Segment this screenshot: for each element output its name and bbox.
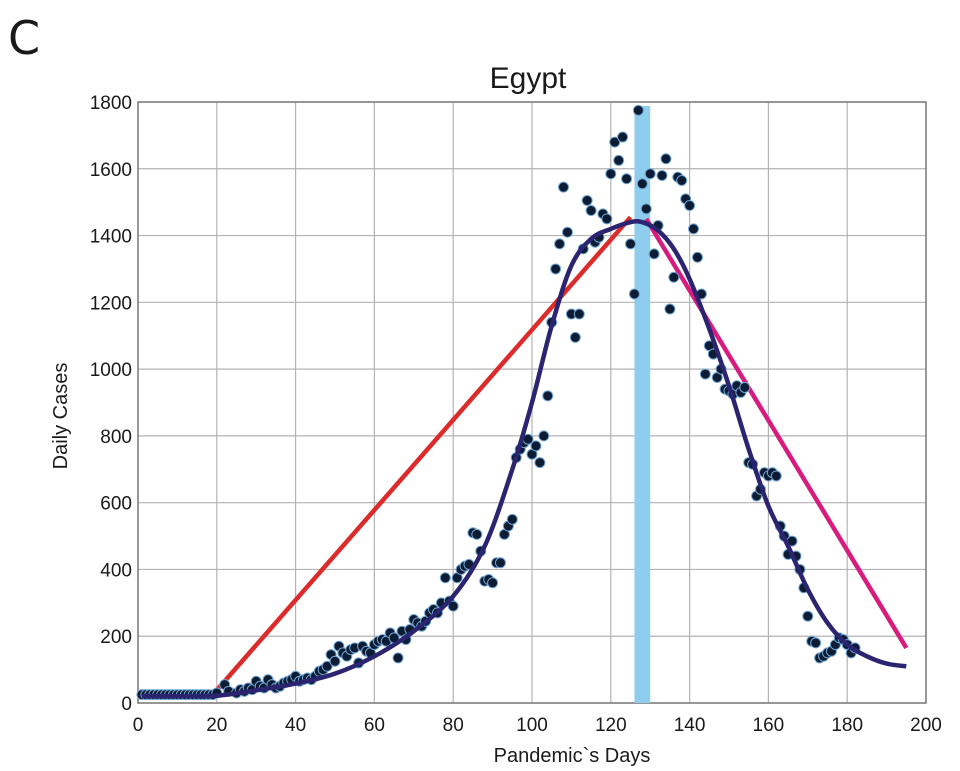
data-point-138: [688, 223, 700, 235]
x-tick-label-7: 140: [674, 715, 706, 736]
data-point-106: [561, 226, 573, 238]
data-point-120: [617, 131, 629, 143]
x-tick-label-3: 60: [364, 715, 385, 736]
data-point-98: [530, 440, 542, 452]
y-axis-label: Daily Cases: [50, 363, 72, 470]
data-point-137: [684, 200, 696, 212]
data-point-124: [632, 104, 644, 116]
y-tick-label-8: 1600: [90, 160, 132, 181]
y-tick-label-7: 1400: [90, 227, 132, 248]
data-point-127: [644, 168, 656, 180]
data-point-105: [558, 181, 570, 193]
data-point-159: [770, 470, 782, 482]
data-point-47: [329, 655, 341, 667]
data-point-125: [636, 178, 648, 190]
fit-curve-layer: [141, 219, 907, 699]
y-tick-label-4: 800: [100, 427, 132, 448]
data-point-101: [542, 390, 554, 402]
data-point-119: [613, 154, 625, 166]
data-point-141: [699, 368, 711, 380]
y-tick-label-9: 1800: [90, 93, 132, 114]
data-point-131: [660, 153, 672, 165]
data-point-122: [625, 238, 636, 250]
x-tick-label-9: 180: [831, 715, 863, 736]
peak-band-layer: [634, 106, 651, 703]
data-point-111: [581, 194, 593, 206]
data-point-130: [656, 169, 668, 181]
data-point-167: [802, 610, 814, 622]
data-point-103: [550, 263, 562, 275]
data-point-77: [447, 600, 459, 612]
data-point-112: [585, 205, 597, 217]
fit-curve: [141, 219, 907, 699]
data-point-151: [739, 381, 751, 393]
x-tick-label-10: 200: [910, 715, 942, 736]
data-point-104: [554, 238, 566, 250]
data-point-99: [534, 457, 546, 469]
data-point-132: [664, 303, 676, 315]
data-point-63: [392, 652, 404, 664]
x-tick-label-1: 20: [206, 715, 227, 736]
trend-lines: [211, 215, 909, 697]
data-point-118: [609, 136, 621, 148]
y-tick-label-2: 400: [100, 560, 132, 581]
x-tick-label-4: 80: [443, 715, 464, 736]
chart-title: Egypt: [490, 62, 567, 95]
data-point-100: [538, 430, 550, 442]
data-point-139: [691, 251, 703, 263]
data-point-126: [640, 203, 652, 215]
x-axis-label: Pandemic`s Days: [494, 745, 651, 767]
x-tick-label-0: 0: [133, 715, 144, 736]
data-point-83: [471, 528, 483, 540]
data-point-75: [439, 572, 451, 584]
data-point-135: [676, 174, 688, 186]
data-point-108: [569, 331, 581, 343]
data-point-133: [668, 271, 680, 283]
data-points: [136, 104, 861, 701]
data-point-169: [810, 637, 822, 649]
data-point-117: [605, 168, 617, 180]
data-point-121: [621, 173, 633, 185]
peak-band: [634, 106, 651, 703]
y-tick-label-6: 1200: [90, 293, 132, 314]
data-point-87: [487, 577, 499, 589]
x-tick-label-2: 40: [285, 715, 306, 736]
data-point-92: [506, 513, 518, 525]
y-tick-label-5: 1000: [90, 360, 132, 381]
data-point-128: [648, 248, 660, 260]
decline-trend-line: [644, 217, 909, 650]
x-tick-label-5: 100: [516, 715, 548, 736]
y-tick-label-1: 200: [100, 627, 132, 648]
panel-letter: C: [8, 11, 40, 65]
plot-frame: [137, 101, 927, 704]
data-point-123: [628, 288, 640, 300]
data-point-45: [321, 660, 333, 672]
y-tick-label-0: 0: [121, 694, 132, 715]
data-point-89: [494, 557, 506, 569]
data-point-109: [573, 308, 585, 320]
x-tick-label-8: 160: [753, 715, 785, 736]
data-point-116: [601, 213, 613, 225]
y-tick-label-3: 600: [100, 494, 132, 515]
x-tick-label-6: 120: [595, 715, 627, 736]
tick-labels: 0 20 40 60 80 100 120 140 160 180 200 0 200 400 600 800…: [90, 93, 942, 736]
